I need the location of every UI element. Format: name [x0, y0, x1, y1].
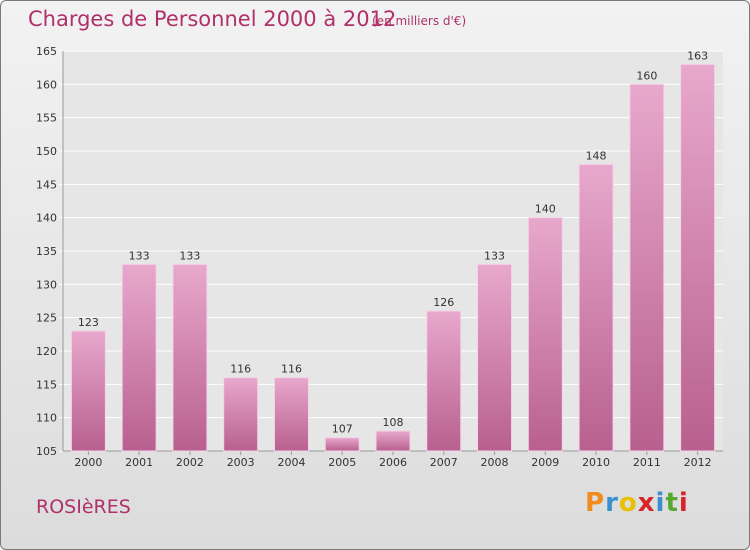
bar-2006: [375, 430, 411, 452]
y-tick-label: 115: [36, 378, 57, 391]
bar-2009: [527, 217, 563, 452]
y-tick-label: 135: [36, 245, 57, 258]
bar-2000: [70, 330, 106, 452]
bar-2010: [578, 163, 614, 452]
logo-letter: x: [637, 488, 656, 518]
x-tick-label-2011: 2011: [633, 456, 661, 469]
data-label-2003: 116: [230, 363, 251, 376]
x-tick-label-2006: 2006: [379, 456, 407, 469]
y-tick-label: 165: [36, 45, 57, 58]
y-tick-label: 145: [36, 178, 57, 191]
x-tick-label-2007: 2007: [430, 456, 458, 469]
y-tick-label: 125: [36, 312, 57, 325]
city-name: ROSIèRES: [36, 496, 131, 518]
x-tick-label-2003: 2003: [227, 456, 255, 469]
data-label-2006: 108: [383, 416, 404, 429]
y-tick-label: 155: [36, 112, 57, 125]
y-tick-label: 160: [36, 78, 57, 91]
data-label-2002: 133: [179, 249, 200, 262]
bar-2002: [172, 263, 208, 452]
data-label-2012: 163: [687, 49, 708, 62]
data-label-2001: 133: [129, 249, 150, 262]
data-label-2010: 148: [586, 149, 607, 162]
y-tick-label: 140: [36, 212, 57, 225]
x-tick-label-2000: 2000: [74, 456, 102, 469]
y-tick-label: 120: [36, 345, 57, 358]
data-label-2011: 160: [636, 69, 657, 82]
logo-letter: o: [618, 488, 638, 518]
chart-title: Charges de Personnel 2000 à 2012: [28, 7, 397, 31]
bar-2012: [680, 63, 716, 452]
x-tick-label-2001: 2001: [125, 456, 153, 469]
x-tick-label-2010: 2010: [582, 456, 610, 469]
logo-letter: i: [655, 488, 666, 518]
logo-letter: t: [665, 488, 679, 518]
bar-2004: [273, 377, 309, 452]
x-tick-label-2002: 2002: [176, 456, 204, 469]
x-tick-label-2005: 2005: [328, 456, 356, 469]
bar-2003: [223, 377, 259, 452]
logo-letter: r: [605, 488, 619, 518]
x-tick-label-2012: 2012: [684, 456, 712, 469]
proxiti-logo: Proxiti: [585, 488, 689, 518]
bar-2008: [477, 263, 513, 452]
bar-2005: [324, 437, 360, 452]
y-tick-label: 110: [36, 412, 57, 425]
bar-2007: [426, 310, 462, 452]
bar-2011: [629, 83, 665, 452]
data-label-2008: 133: [484, 249, 505, 262]
y-tick-label: 150: [36, 145, 57, 158]
data-label-2009: 140: [535, 203, 556, 216]
chart-subtitle: (en milliers d'€): [372, 14, 467, 28]
data-label-2004: 116: [281, 363, 302, 376]
y-tick-label: 105: [36, 445, 57, 458]
data-label-2007: 126: [433, 296, 454, 309]
x-tick-label-2009: 2009: [531, 456, 559, 469]
x-tick-label-2008: 2008: [481, 456, 509, 469]
bar-2001: [121, 263, 157, 452]
y-tick-label: 130: [36, 278, 57, 291]
data-label-2000: 123: [78, 316, 99, 329]
data-label-2005: 107: [332, 423, 353, 436]
logo-letter: i: [678, 488, 689, 518]
x-tick-label-2004: 2004: [277, 456, 305, 469]
logo-letter: P: [585, 488, 606, 518]
